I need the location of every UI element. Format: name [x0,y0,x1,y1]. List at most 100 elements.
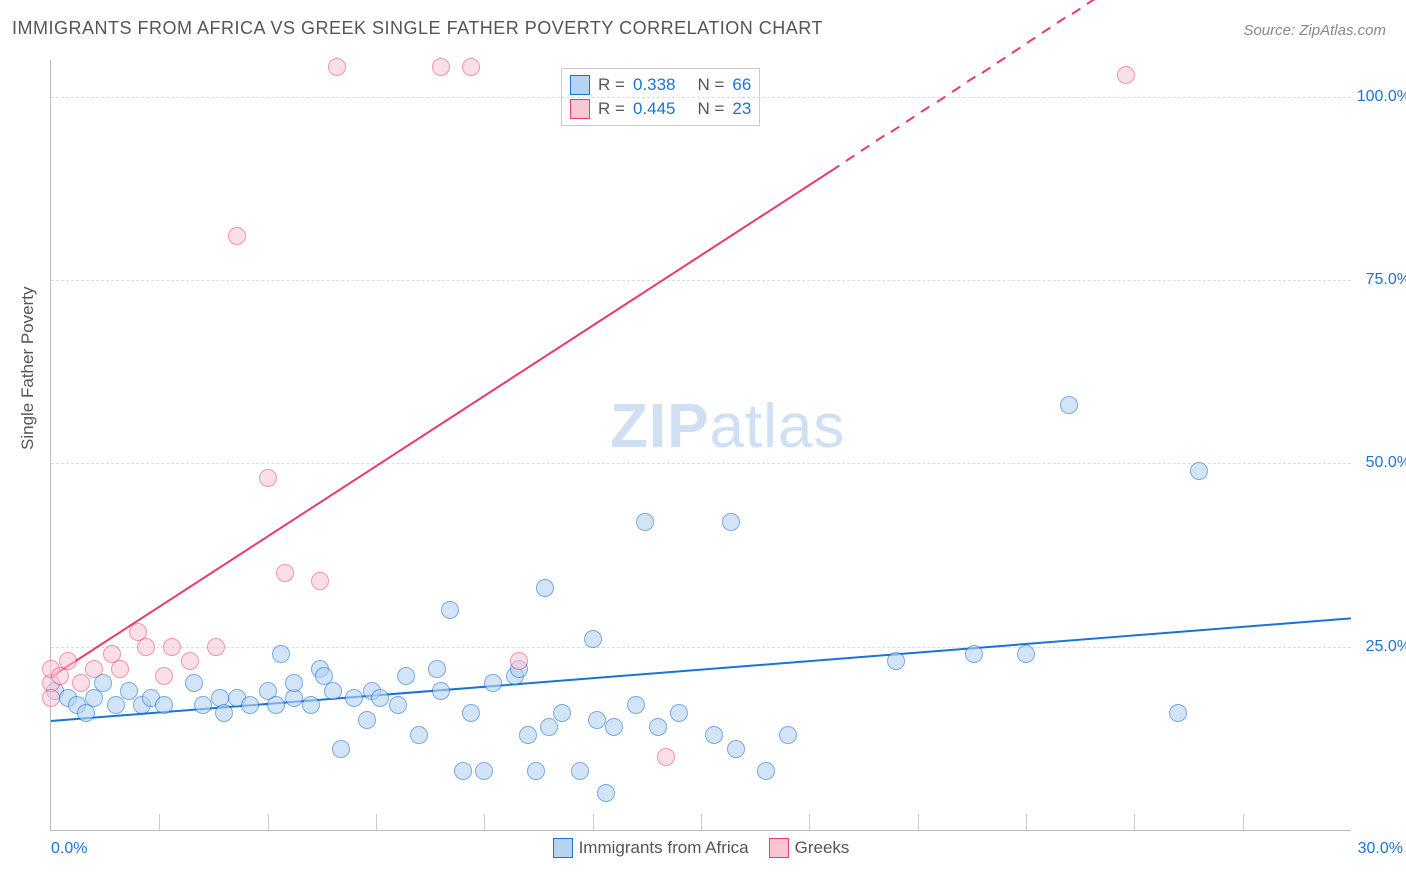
data-point [475,762,493,780]
trend-line-dash [861,145,870,152]
data-point [510,652,528,670]
legend-r-value: 0.445 [633,99,676,119]
data-point [155,667,173,685]
data-point [345,689,363,707]
legend-r-value: 0.338 [633,75,676,95]
legend-swatch [553,838,573,858]
legend-n-label: N = [697,99,724,119]
data-point [657,748,675,766]
grid-line [51,97,1351,98]
data-point [584,630,602,648]
data-point [965,645,983,663]
data-point [1169,704,1187,722]
legend-swatch [570,75,590,95]
legend-swatch [769,838,789,858]
x-tick-label: 0.0% [51,840,87,858]
y-tick-label: 100.0% [1357,88,1406,106]
trend-line [50,170,831,678]
x-tick [809,814,810,830]
data-point [588,711,606,729]
x-tick [918,814,919,830]
data-point [519,726,537,744]
data-point [397,667,415,685]
data-point [1017,645,1035,663]
trend-line-dash [921,106,930,113]
legend-row: R = 0.445 N = 23 [570,97,751,121]
series-legend: Immigrants from Africa Greeks [51,838,1351,858]
trend-line-dash [996,56,1005,63]
data-point [267,696,285,714]
data-point [605,718,623,736]
data-point [779,726,797,744]
data-point [324,682,342,700]
legend-n-value: 66 [732,75,751,95]
data-point [484,674,502,692]
chart-title: IMMIGRANTS FROM AFRICA VS GREEK SINGLE F… [12,18,823,39]
data-point [670,704,688,722]
x-tick [484,814,485,830]
trend-line-dash [1072,7,1081,14]
data-point [571,762,589,780]
data-point [42,689,60,707]
data-point [462,58,480,76]
data-point [597,784,615,802]
data-point [887,652,905,670]
data-point [536,579,554,597]
trend-line-dash [951,86,960,93]
legend-n-value: 23 [732,99,751,119]
x-tick [593,814,594,830]
x-tick-label: 30.0% [1358,840,1403,858]
y-tick-label: 75.0% [1366,271,1406,289]
data-point [649,718,667,736]
data-point [705,726,723,744]
data-point [72,674,90,692]
data-point [1060,396,1078,414]
y-axis-label: Single Father Poverty [18,287,38,450]
data-point [185,674,203,692]
scatter-plot: ZIPatlas R =0.338N =66R =0.445N =23 Immi… [50,60,1351,831]
data-point [454,762,472,780]
data-point [371,689,389,707]
x-tick [701,814,702,830]
data-point [276,564,294,582]
data-point [194,696,212,714]
legend-label: Immigrants from Africa [579,838,749,858]
data-point [410,726,428,744]
data-point [727,740,745,758]
x-tick [1026,814,1027,830]
data-point [553,704,571,722]
data-point [215,704,233,722]
watermark-atlas: atlas [709,392,845,461]
data-point [59,652,77,670]
legend-n-label: N = [697,75,724,95]
legend-row: R = 0.338 N = 66 [570,73,751,97]
data-point [111,660,129,678]
data-point [272,645,290,663]
legend-item: Immigrants from Africa [553,838,749,858]
trend-line-dash [891,125,900,132]
trend-line-dash [966,76,975,83]
data-point [358,711,376,729]
data-point [137,638,155,656]
trend-line-dash [1041,27,1050,34]
legend-label: Greeks [795,838,850,858]
trend-line-dash [830,165,839,172]
data-point [757,762,775,780]
trend-line-dash [1087,0,1096,5]
data-point [527,762,545,780]
legend-r-label: R = [598,75,625,95]
data-point [85,660,103,678]
data-point [432,58,450,76]
data-point [241,696,259,714]
y-tick-label: 25.0% [1366,638,1406,656]
data-point [1190,462,1208,480]
data-point [228,227,246,245]
source-label: Source: ZipAtlas.com [1243,22,1386,39]
data-point [311,572,329,590]
grid-line [51,647,1351,648]
data-point [207,638,225,656]
y-tick-label: 50.0% [1366,454,1406,472]
x-tick [1243,814,1244,830]
legend-r-label: R = [598,99,625,119]
data-point [540,718,558,736]
